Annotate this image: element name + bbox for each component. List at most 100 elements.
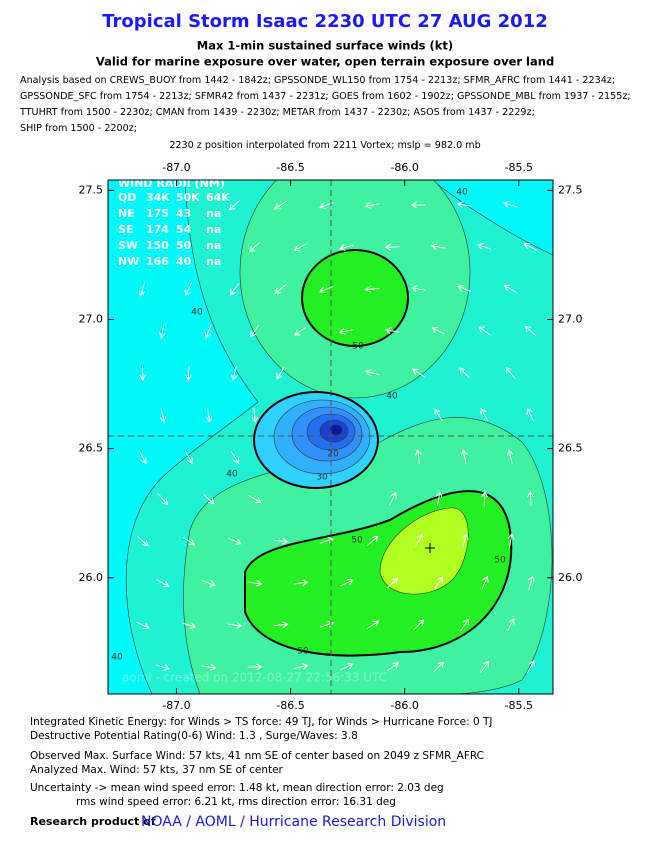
wind-vector — [481, 575, 489, 590]
x-tick-label: -87.0 — [162, 699, 190, 712]
contour-label: 20 — [327, 450, 339, 460]
wind-vector — [458, 367, 470, 379]
wind-vector — [433, 661, 445, 673]
y-tick-label: 26.5 — [79, 442, 104, 455]
wind-vector — [527, 491, 534, 507]
contour-label: 40 — [111, 653, 123, 663]
radii-cell: 40 — [176, 255, 192, 268]
wind-vector — [524, 325, 537, 337]
subtitle: Valid for marine exposure over water, op… — [96, 55, 554, 69]
footer-line: Destructive Potential Rating(0-6) Wind: … — [30, 730, 358, 742]
contour-label: 40 — [456, 188, 468, 198]
watermark: aoml - created on 2012-08-27 22:56:33 UT… — [122, 671, 387, 685]
wind-vector — [503, 201, 518, 208]
plot-frame — [107, 179, 554, 695]
x-tick-label: -86.5 — [276, 699, 304, 712]
footer-line: rms wind speed error: 6.21 kt, rms direc… — [76, 796, 396, 808]
wind-vector — [477, 243, 492, 250]
wind-vector — [294, 326, 307, 336]
wind-vector — [456, 201, 472, 208]
subtitle: Max 1-min sustained surface winds (kt) — [197, 39, 453, 53]
y-tick-label: 26.0 — [558, 571, 583, 584]
wind-vector — [250, 324, 259, 338]
wind-vector — [431, 326, 446, 335]
wind-vector — [136, 536, 149, 547]
wind-vector — [413, 619, 425, 631]
wind-vector — [205, 408, 213, 423]
wind-vector — [139, 365, 147, 381]
radii-cell: 174 — [146, 223, 169, 236]
wind-vector — [506, 449, 514, 464]
wind-vector — [434, 408, 443, 422]
radii-cell: SE — [118, 223, 133, 236]
analysis-line: TTUHRT from 1500 - 2230z; CMAN from 1439… — [19, 107, 535, 118]
wind-vector — [412, 368, 425, 378]
wind-vector — [156, 579, 170, 588]
org-link[interactable]: NOAA / AOML / Hurricane Research Divisio… — [141, 814, 446, 830]
y-tick-label: 26.0 — [79, 571, 104, 584]
wind-vector — [367, 535, 379, 547]
wind-vector — [273, 200, 287, 210]
wind-vector — [414, 534, 423, 548]
axes: -87.0 -87.0 -86.5 -86.5 -86.0 -86.0 -85.5 -85.5… — [79, 161, 583, 712]
contour-label: 40 — [226, 470, 238, 480]
wind-vector — [389, 491, 397, 506]
footer-line: Integrated Kinetic Energy: for Winds > T… — [30, 716, 492, 728]
position-note: 2230 z position interpolated from 2211 V… — [169, 140, 480, 151]
wind-vector — [460, 618, 470, 632]
wind-vector — [461, 533, 469, 548]
wind-vector — [184, 282, 193, 297]
wind-vector — [204, 324, 212, 339]
wind-vector — [227, 537, 242, 546]
title: Tropical Storm Isaac 2230 UTC 27 AUG 201… — [102, 11, 548, 32]
radii-cell: 166 — [146, 255, 169, 268]
footer-line: Analyzed Max. Wind: 57 kts, 37 nm SE of … — [30, 764, 284, 776]
footer-line: Observed Max. Surface Wind: 57 kts, 41 n… — [30, 750, 484, 762]
wind-vector — [386, 662, 400, 672]
radii-cell: na — [206, 255, 221, 268]
footer-line: Uncertainty -> mean wind speed error: 1.… — [30, 782, 444, 794]
wind-vector — [507, 617, 515, 632]
y-tick-label: 27.0 — [79, 312, 104, 325]
radii-cell: 50 — [176, 239, 192, 252]
radii-cell: NE — [118, 207, 135, 220]
wind-vector — [201, 663, 217, 671]
radii-title: WIND RADII (NM) — [118, 177, 225, 190]
analysis-line: SHIP from 1500 - 2200z; — [20, 123, 137, 134]
wind-vector — [201, 580, 217, 587]
radii-cell: 150 — [146, 239, 169, 252]
wind-vector — [410, 285, 426, 292]
wind-vector — [273, 621, 289, 629]
wind-vector — [526, 407, 535, 422]
wind-vector — [460, 449, 468, 464]
wind-vector — [505, 366, 516, 379]
radii-cell: SW — [118, 239, 138, 252]
map-field: aoml - created on 2012-08-27 22:56:33 UT… — [108, 177, 553, 694]
radii-cell: na — [206, 207, 221, 220]
radii-cell: 43 — [176, 207, 191, 220]
x-tick-label: -86.0 — [390, 161, 418, 174]
wind-vector — [434, 576, 444, 590]
contour-label: 50 — [352, 342, 364, 352]
wind-vector — [228, 199, 241, 211]
wind-vector — [185, 365, 192, 381]
wind-vector — [184, 450, 193, 465]
wind-vector — [526, 660, 535, 674]
wind-vector — [364, 202, 380, 209]
radii-cell: 34K — [146, 191, 170, 204]
radii-cell: na — [206, 223, 221, 236]
radii-cell: QD — [118, 191, 136, 204]
y-tick-label: 27.0 — [558, 312, 583, 325]
wind-vector — [247, 663, 263, 671]
contour-label: 50 — [297, 647, 309, 657]
wind-vector — [364, 369, 380, 376]
contour-label: 40 — [386, 392, 398, 402]
radii-cell: 64K — [206, 191, 230, 204]
wind-vector — [340, 578, 354, 587]
wind-vector — [503, 284, 517, 293]
wind-vector — [384, 327, 400, 334]
max-wind-marker — [425, 543, 435, 553]
analysis-line: GPSSONDE_SFC from 1754 - 2213z; SFMR42 f… — [20, 91, 631, 102]
